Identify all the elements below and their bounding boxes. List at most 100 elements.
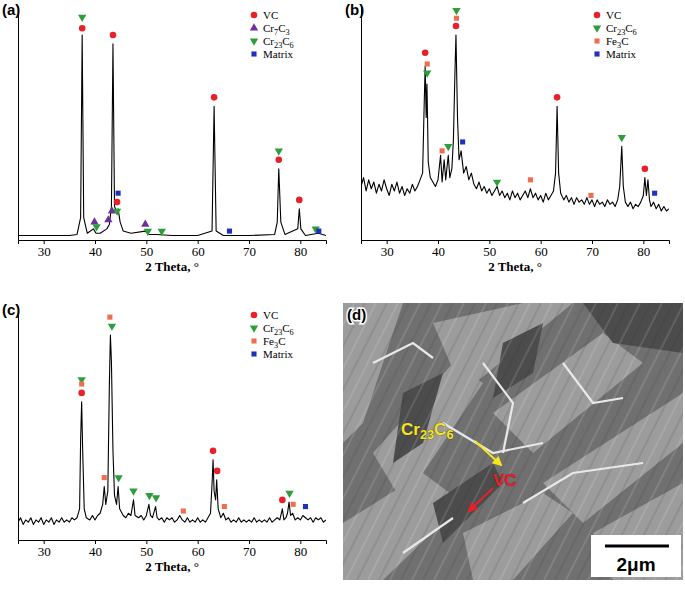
phase-marker [152,495,160,502]
phase-markers [78,15,320,236]
phase-marker [145,493,153,500]
phase-marker [275,156,282,163]
x-tick: 60 [192,540,205,559]
text-run: 6 [633,28,637,37]
figure-svg: 304050607080(a)2 Theta, °VCCr7C3Cr23C6Ma… [0,0,685,598]
phase-marker [214,468,221,475]
legend-label: VC [263,9,278,21]
phase-marker [113,209,121,216]
x-axis-title: 2 Theta, ° [488,259,542,274]
x-tick: 60 [192,240,205,259]
text-run: Matrix [263,48,293,60]
x-tick-label: 40 [89,544,102,559]
carbide-network [443,423,543,453]
x-axis-line [19,241,327,245]
annotation-label: VC [493,471,517,490]
carbide-network [563,363,623,403]
text-run: Fe [606,35,617,47]
phase-marker [440,148,445,153]
phase-marker [222,504,227,509]
x-tick: 40 [89,240,102,259]
text-run: Cr [606,22,617,34]
legend-marker [251,51,256,56]
phase-markers [79,25,303,205]
plot-area [18,15,326,236]
lath-texture [566,303,683,580]
text-run: Matrix [606,48,636,60]
plot-area [361,8,669,211]
x-tick-label: 60 [192,544,205,559]
x-axis-line [19,541,327,545]
legend-label: Matrix [606,48,636,60]
phase-marker [107,315,112,320]
x-tick: 50 [140,540,153,559]
legend-label: VC [263,309,278,321]
phase-markers [303,504,308,509]
phase-marker [444,144,452,151]
y-axis [361,7,362,241]
x-tick-label: 30 [38,544,51,559]
scale-bar-line [605,545,669,548]
phase-marker [108,324,116,331]
x-tick: 80 [294,240,307,259]
legend-marker [594,51,599,56]
text-run: 6 [446,427,453,442]
x-axis: 30 40 50 60 70 80 [19,540,327,559]
phase-marker [181,508,186,513]
grain [583,303,683,353]
phase-markers [422,23,648,172]
phase-marker [114,199,121,206]
annotation-label: Cr23C6 [401,420,453,442]
phase-markers [423,8,626,187]
scale-bar: 2μm [591,535,681,577]
phase-marker [618,135,626,142]
micrograph [343,303,683,580]
y-axis-line [361,7,362,241]
phase-marker [652,191,657,196]
legend-marker [250,23,258,30]
x-axis-title: 2 Theta, ° [145,559,199,574]
micrograph-panel: (d)Cr23C6VC2μm [203,303,685,580]
text-run: Cr [263,35,274,47]
x-tick-label: 50 [140,544,153,559]
text-run: 6 [290,328,294,337]
carbide-network [403,518,453,553]
x-tick: 40 [89,540,102,559]
text-run: Fe [263,335,274,347]
carbide-network [523,463,643,503]
phase-marker [493,180,501,187]
phase-marker [296,197,303,204]
x-tick: 70 [243,240,256,259]
x-tick-label: 40 [432,244,445,259]
x-tick: 80 [637,240,650,259]
phase-marker [460,139,465,144]
xrd-panel: 304050607080(c)2 Theta, °VCCr23C6Fe3CMat… [2,301,327,574]
text-run: VC [493,471,517,490]
phase-marker [454,16,459,21]
x-tick-label: 40 [89,244,102,259]
phase-marker [210,448,217,455]
phase-marker [422,50,429,57]
x-tick: 80 [294,540,307,559]
phase-marker [528,177,533,182]
x-tick: 70 [243,540,256,559]
legend-marker [593,26,601,33]
legend-marker [251,351,256,356]
phase-marker [423,70,431,77]
y-axis-line [18,7,19,241]
legend-label: VC [606,9,621,21]
xrd-panel: 304050607080(a)2 Theta, °VCCr7C3Cr23C6Ma… [2,1,327,274]
phase-marker [116,191,121,196]
phase-markers [77,324,293,503]
phase-marker [158,229,166,236]
y-axis-line [18,307,19,541]
lath-texture [343,303,464,580]
x-tick-label: 80 [294,544,307,559]
panel-label: (a) [2,1,20,18]
text-run: C [282,35,289,47]
phase-markers [425,16,594,198]
x-axis: 304050607080 [362,240,670,259]
x-axis-line [362,241,670,245]
phase-marker [79,25,86,32]
phase-marker [554,94,561,101]
